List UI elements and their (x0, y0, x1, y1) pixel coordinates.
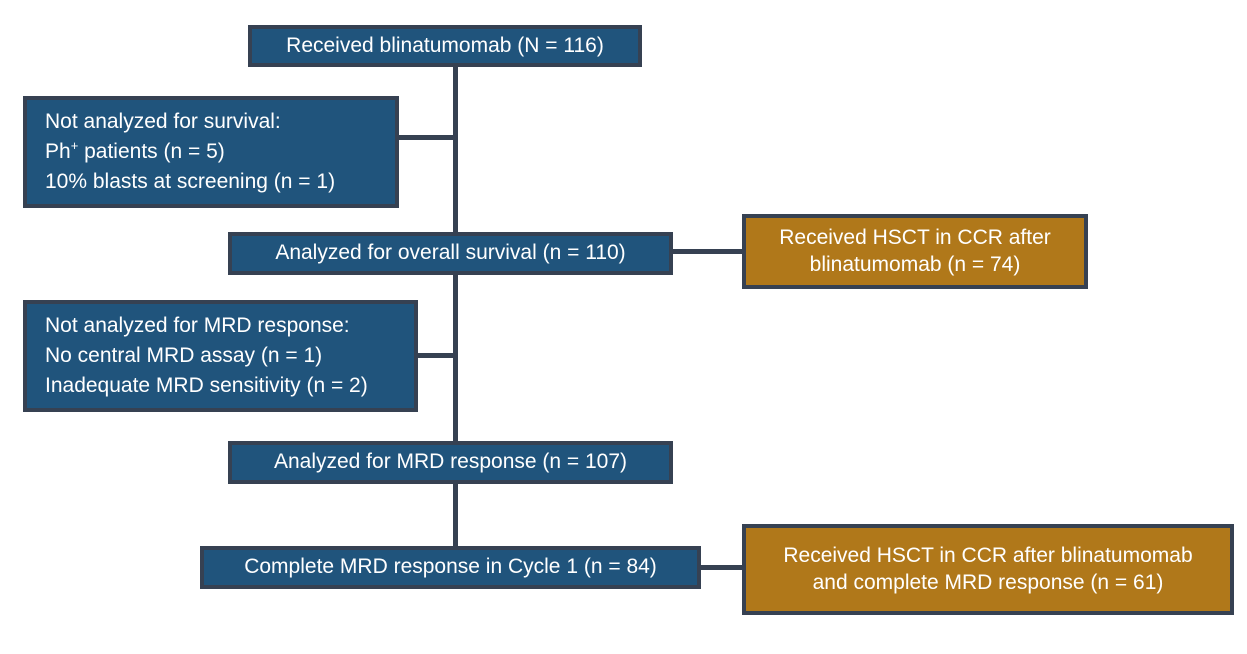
node-label: Complete MRD response in Cycle 1 (n = 84… (244, 555, 657, 579)
ph-rest: patients (n = 5) (78, 140, 225, 163)
connector-trunk-vertical (453, 66, 458, 546)
node-analyzed-mrd-response: Analyzed for MRD response (n = 107) (228, 441, 673, 484)
node-analyzed-overall-survival: Analyzed for overall survival (n = 110) (228, 232, 673, 275)
connector-to-not-analyzed-mrd (417, 353, 453, 358)
ph-superscript-plus: + (70, 138, 79, 153)
connector-os-to-hsct (672, 249, 742, 254)
node-line: No central MRD assay (n = 1) (45, 344, 323, 367)
node-not-analyzed-survival: Not analyzed for survival: Ph+ patients … (23, 96, 399, 208)
connector-complete-mrd-to-hsct (700, 565, 742, 570)
node-line: 10% blasts at screening (n = 1) (45, 170, 336, 193)
node-label: Received blinatumomab (N = 116) (286, 33, 604, 57)
node-label: Analyzed for MRD response (n = 107) (273, 450, 628, 474)
node-complete-mrd-response-cycle1: Complete MRD response in Cycle 1 (n = 84… (200, 546, 701, 589)
node-hsct-ccr-after-blinatumomab-and-mrd: Received HSCT in CCR after blinatumomab … (742, 524, 1234, 615)
node-line: blinatumomab (n = 74) (809, 252, 1021, 276)
connector-to-not-analyzed-survival (398, 135, 453, 140)
node-line: Received HSCT in CCR after (779, 226, 1051, 250)
node-line: Not analyzed for MRD response: (45, 314, 350, 337)
node-label: Analyzed for overall survival (n = 110) (275, 241, 626, 265)
node-line: Inadequate MRD sensitivity (n = 2) (45, 374, 368, 397)
node-hsct-ccr-after-blinatumomab: Received HSCT in CCR after blinatumomab … (742, 214, 1088, 289)
node-not-analyzed-mrd: Not analyzed for MRD response: No centra… (23, 300, 418, 412)
node-received-blinatumomab: Received blinatumomab (N = 116) (248, 25, 642, 67)
node-line: Ph+ patients (n = 5) (45, 137, 225, 167)
node-line: and complete MRD response (n = 61) (812, 570, 1164, 594)
node-line: Not analyzed for survival: (45, 110, 281, 133)
ph-base: Ph (45, 140, 71, 163)
node-line: Received HSCT in CCR after blinatumomab (783, 544, 1193, 568)
